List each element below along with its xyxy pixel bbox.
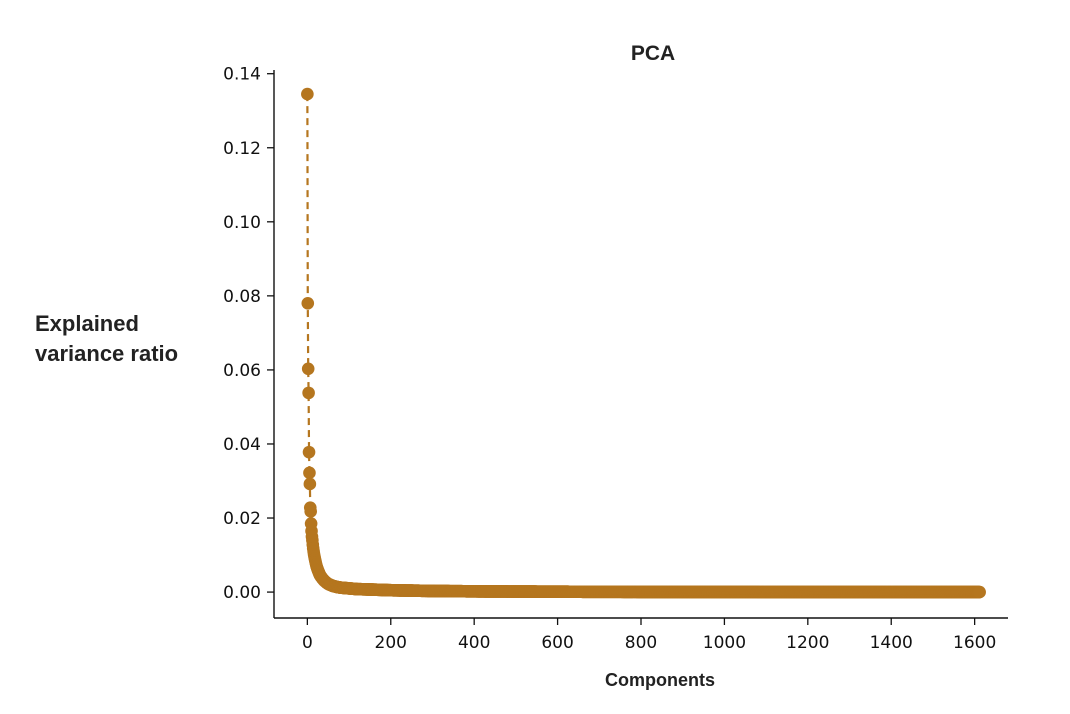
x-tick-label: 400 (458, 633, 490, 653)
y-axis-label-line-1: Explained (35, 311, 139, 336)
x-tick-label: 200 (375, 633, 407, 653)
data-point (303, 466, 316, 480)
chart-title: PCA (631, 42, 675, 65)
y-tick-label: 0.06 (223, 361, 261, 381)
y-tick-label: 0.00 (223, 583, 261, 603)
data-point (303, 477, 317, 491)
x-ticks: 0 200 400 600 800 1000 1200 1400 1600 (302, 618, 996, 653)
y-tick-label: 0.12 (223, 139, 261, 159)
x-tick-label: 1600 (953, 633, 996, 653)
data-point (304, 505, 318, 518)
data-point (302, 386, 315, 400)
y-tick-label: 0.10 (223, 213, 261, 233)
data-point (973, 585, 986, 599)
data-point (302, 445, 316, 459)
data-point (301, 362, 315, 376)
y-tick-label: 0.02 (223, 509, 261, 529)
x-tick-label: 800 (625, 633, 657, 653)
y-tick-label: 0.04 (223, 435, 261, 455)
data-series (301, 87, 986, 599)
x-tick-label: 0 (302, 633, 313, 653)
data-point (301, 296, 315, 310)
x-tick-label: 1200 (786, 633, 829, 653)
y-axis-label-line-2: variance ratio (35, 341, 178, 366)
y-ticks: 0.00 0.02 0.04 0.06 0.08 0.10 0.12 0.14 (223, 65, 274, 603)
x-tick-label: 1000 (703, 633, 746, 653)
x-tick-label: 600 (541, 633, 573, 653)
x-axis-label: Components (605, 670, 715, 690)
x-tick-label: 1400 (870, 633, 913, 653)
data-point (301, 87, 314, 101)
series-line (306, 94, 980, 594)
y-tick-label: 0.14 (223, 65, 261, 85)
y-tick-label: 0.08 (223, 287, 261, 307)
y-axis-label: Explained variance ratio (35, 311, 178, 366)
